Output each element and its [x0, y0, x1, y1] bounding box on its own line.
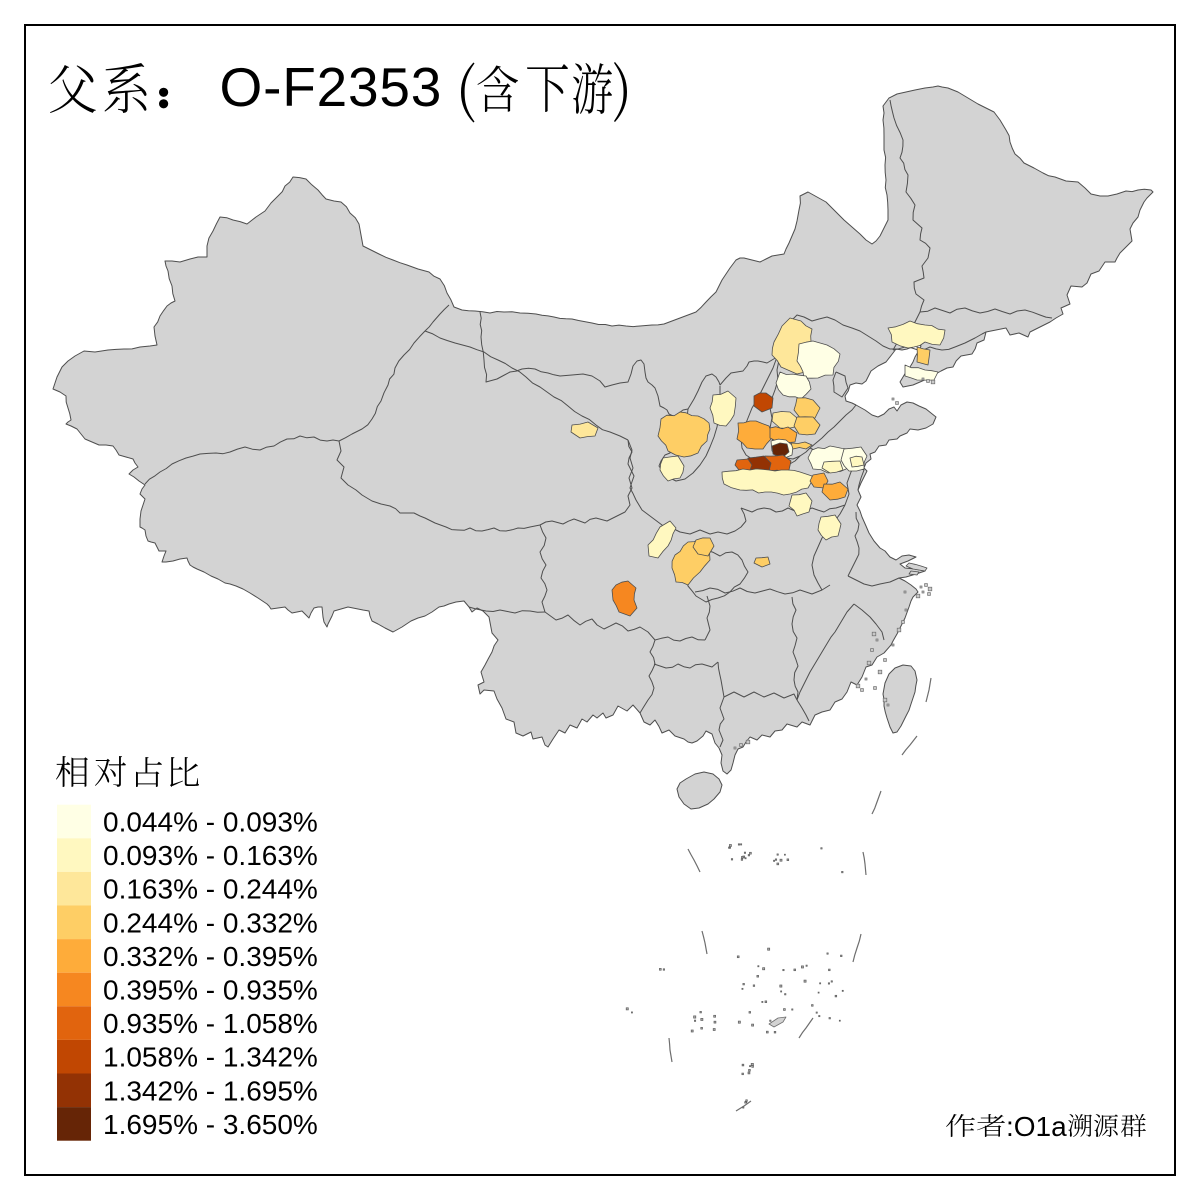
svg-text:1.058% - 1.342%: 1.058% - 1.342%	[103, 1042, 318, 1073]
svg-text:0.244% - 0.332%: 0.244% - 0.332%	[103, 907, 318, 938]
svg-text:0.044% - 0.093%: 0.044% - 0.093%	[103, 807, 318, 838]
svg-text:1.695% - 3.650%: 1.695% - 3.650%	[103, 1109, 318, 1140]
svg-text:O-F2353: O-F2353	[220, 56, 443, 118]
svg-text:0.093% - 0.163%: 0.093% - 0.163%	[103, 840, 318, 871]
svg-text:0.163% - 0.244%: 0.163% - 0.244%	[103, 874, 318, 905]
svg-text:1.342% - 1.695%: 1.342% - 1.695%	[103, 1075, 318, 1106]
svg-text:0.935% - 1.058%: 0.935% - 1.058%	[103, 1008, 318, 1039]
svg-text:0.395% - 0.935%: 0.395% - 0.935%	[103, 975, 318, 1006]
svg-text::O1a: :O1a	[1006, 1111, 1067, 1142]
svg-text:0.332% - 0.395%: 0.332% - 0.395%	[103, 941, 318, 972]
